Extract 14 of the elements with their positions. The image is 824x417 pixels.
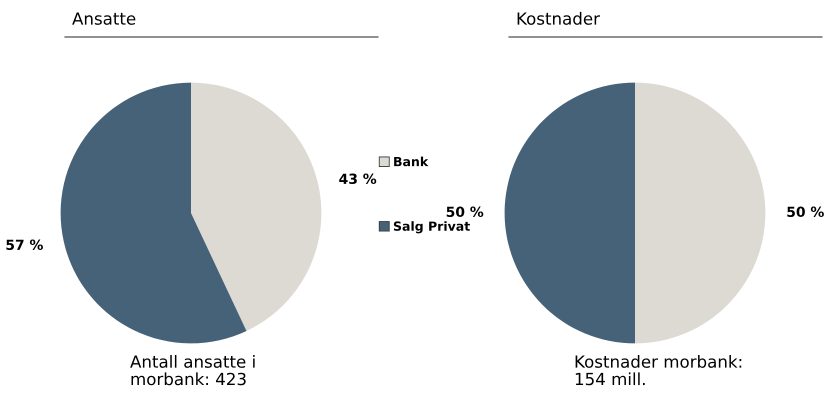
text: Antall ansatte i morbank: 423 bbox=[130, 355, 255, 386]
data-label: 57 % bbox=[6, 240, 43, 250]
data-label: 43 % bbox=[339, 174, 376, 184]
chart-title: Ansatte bbox=[72, 12, 136, 25]
data-label: 50 % bbox=[446, 206, 484, 218]
chart-title: Kostnader bbox=[518, 12, 600, 25]
pie-slice bbox=[504, 82, 635, 344]
text: Kostnader morbank: 154 mill. bbox=[576, 355, 742, 386]
legend-label: Salg Privat bbox=[394, 221, 470, 234]
pie-slice bbox=[635, 82, 766, 344]
pie-slice bbox=[60, 82, 247, 344]
legend-label: Bank bbox=[394, 156, 428, 166]
pie-slice bbox=[191, 82, 322, 331]
data-label: 50 % bbox=[787, 206, 824, 218]
